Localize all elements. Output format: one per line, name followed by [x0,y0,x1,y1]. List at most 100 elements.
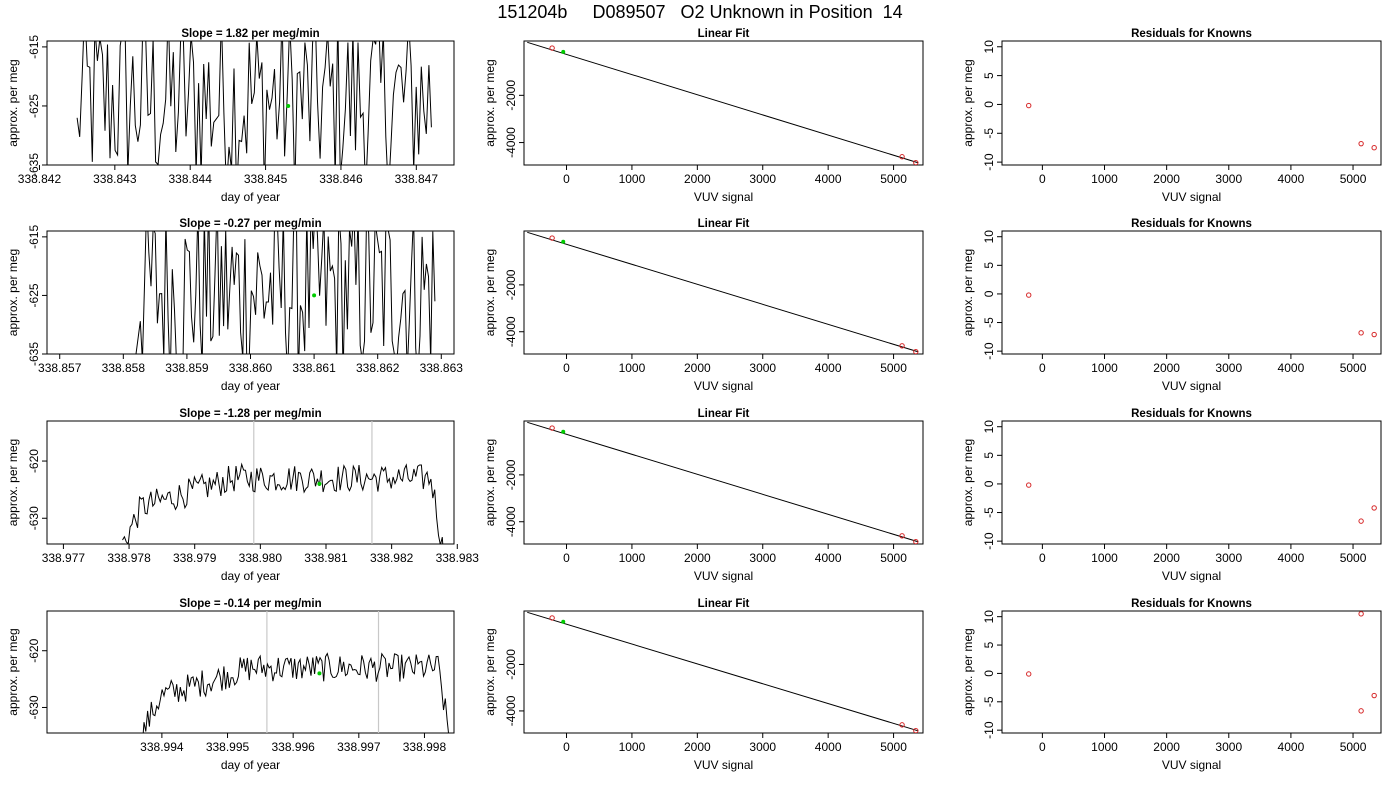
figure-title: 151204b D089507 O2 Unknown in Position 1… [497,2,903,22]
plot-title: Linear Fit [698,28,750,40]
plot-panel-2: Slope = -0.27 per meg/min 338.857 338.858 3… [6,218,464,393]
x-tick-label: 1000 [619,172,646,186]
plot-panel-11: Residuals for Knowns 0 1000 2000 3000 4000 500… [961,408,1382,583]
plot-frame [523,610,924,734]
y-tick-label: -2000 [504,459,518,490]
plot-frame [46,610,455,734]
plot-title: Linear Fit [698,218,750,230]
y-axis-label: approx. per meg [483,628,497,715]
y-tick-label: -625 [27,94,41,118]
residual-point [1371,144,1377,151]
unknown-mean-marker [317,671,322,676]
x-tick-label: 0 [1039,361,1046,375]
x-tick-label: 5000 [880,172,907,186]
x-tick-label: 1000 [1091,172,1118,186]
x-tick-label: 338.857 [38,361,82,375]
x-tick-label: 338.859 [165,361,209,375]
plot-title: Slope = 1.82 per meg/min [181,28,319,40]
x-tick-label: 5000 [1340,172,1367,186]
y-tick-label: -4000 [504,127,518,158]
y-axis-label: approx. per meg [961,439,975,526]
y-tick-label: 0 [982,101,996,108]
x-tick-label: 338.845 [244,172,288,186]
y-tick-label: -630 [27,695,41,719]
unknown-sample-point [561,239,566,244]
known-standard-point [549,45,555,51]
y-tick-label: 5 [982,72,996,79]
y-tick-label: -630 [27,506,41,530]
y-axis-label: approx. per meg [6,439,20,526]
plot-panel-5: Linear Fit 0 1000 2000 3000 4000 5000 -4000 -200… [483,28,924,204]
x-tick-label: 3000 [1215,740,1242,754]
unknown-mean-marker [312,293,317,298]
y-tick-label: 10 [982,40,996,54]
x-tick-label: 0 [563,361,570,375]
plot-area [527,611,919,733]
plot-area [527,231,919,354]
plot-frame [46,420,455,545]
known-standard-point [913,348,919,354]
y-axis-label: approx. per meg [483,249,497,336]
residual-point [1026,671,1032,677]
x-tick-label: 338.994 [140,740,184,754]
y-axis-label: approx. per meg [6,249,20,336]
y-tick-label: -10 [982,153,996,171]
y-tick-label: -615 [27,35,41,59]
y-tick-label: -2000 [504,649,518,680]
plot-area [1026,482,1377,524]
y-tick-label: -4000 [504,316,518,347]
plot-frame [1001,40,1382,166]
x-tick-label: 338.977 [42,551,86,565]
x-tick-label: 1000 [1091,551,1118,565]
x-tick-label: 3000 [749,172,776,186]
x-tick-label: 2000 [684,361,711,375]
plot-title: Slope = -1.28 per meg/min [179,408,321,420]
y-tick-label: -2000 [504,269,518,300]
x-tick-label: 4000 [1278,172,1305,186]
y-tick-label: 0 [982,480,996,487]
x-tick-label: 338.863 [420,361,464,375]
plot-title: Residuals for Knowns [1131,408,1252,420]
x-tick-label: 338.846 [319,172,363,186]
plot-title: Linear Fit [698,408,750,420]
y-tick-label: 10 [982,610,996,624]
y-tick-label: -4000 [504,506,518,537]
x-tick-label: 338.995 [206,740,250,754]
x-tick-label: 4000 [1278,551,1305,565]
x-tick-label: 338.979 [173,551,217,565]
y-tick-label: 0 [982,670,996,677]
fit-line [527,421,919,543]
y-tick-label: -5 [982,507,996,518]
plot-area [135,231,436,354]
x-tick-label: 1000 [619,740,646,754]
residual-point [1371,331,1377,338]
x-tick-label: 338.858 [102,361,146,375]
plot-panel-3: Slope = -1.28 per meg/min 338.977 338.978 3… [6,408,479,583]
x-tick-label: 338.997 [337,740,381,754]
y-tick-label: 5 [982,262,996,269]
plot-frame [46,230,455,355]
x-tick-label: 338.980 [239,551,283,565]
y-tick-label: -10 [982,532,996,550]
known-standard-point [913,727,919,733]
y-tick-label: -620 [27,449,41,473]
x-tick-label: 1000 [619,361,646,375]
unknown-sample-point [561,619,566,624]
x-tick-label: 2000 [1153,740,1180,754]
plot-panel-1: Slope = 1.82 per meg/min 338.842 338.843 33… [6,28,455,204]
signal-trace [76,41,432,165]
known-standard-point [549,425,555,431]
x-tick-label: 0 [1039,551,1046,565]
plot-area [1026,611,1377,714]
signal-trace [135,231,436,354]
plot-area [1026,102,1377,151]
x-tick-label: 1000 [1091,740,1118,754]
y-axis-label: approx. per meg [961,59,975,146]
x-tick-label: 338.981 [304,551,348,565]
x-tick-label: 3000 [1215,361,1242,375]
residual-point [1371,692,1377,699]
y-axis-label: approx. per meg [6,628,20,715]
x-tick-label: 338.843 [93,172,137,186]
known-standard-point [913,538,919,544]
